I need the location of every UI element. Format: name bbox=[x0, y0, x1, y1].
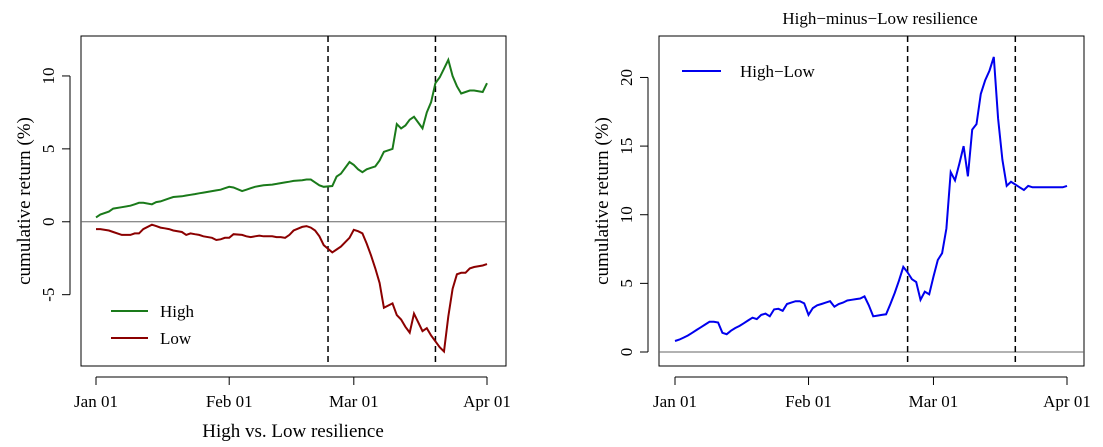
right-series-high-low-line bbox=[674, 56, 1068, 342]
left-y-tick-label-1: -5 bbox=[39, 288, 58, 302]
right-plot-frame bbox=[658, 35, 1085, 367]
left-x-axis-title: High vs. Low resilience bbox=[202, 421, 384, 442]
right-y-axis-title: cumulative return (%) bbox=[592, 117, 613, 285]
right-x-tick-label-4: Apr 01 bbox=[1043, 392, 1091, 411]
right-x-tick-label-1: Jan 01 bbox=[653, 392, 697, 411]
right-y-tick-label-5: 20 bbox=[617, 69, 636, 86]
right-y-tick-label-1: 0 bbox=[617, 348, 636, 357]
left-series-high-line bbox=[95, 57, 488, 219]
left-x-tick-label-2: Feb 01 bbox=[206, 392, 253, 411]
right-plot-title: High−minus−Low resilience bbox=[782, 9, 977, 28]
right-y-tick-label-4: 15 bbox=[617, 138, 636, 155]
left-x-axis: Jan 01 Feb 01 Mar 01 Apr 01 bbox=[74, 376, 511, 411]
left-legend-low-label: Low bbox=[160, 329, 192, 348]
right-chart: High−minus−Low resilience Jan 01 Feb 01 … bbox=[592, 9, 1091, 411]
left-plot-frame bbox=[80, 35, 507, 367]
right-x-axis: Jan 01 Feb 01 Mar 01 Apr 01 bbox=[653, 376, 1091, 411]
left-y-axis-title: cumulative return (%) bbox=[14, 117, 35, 285]
left-legend: High Low bbox=[111, 302, 195, 348]
left-chart: Jan 01 Feb 01 Mar 01 Apr 01 -5 0 5 10 cu… bbox=[14, 35, 511, 442]
right-x-tick-label-2: Feb 01 bbox=[785, 392, 832, 411]
left-y-tick-label-3: 5 bbox=[39, 145, 58, 154]
right-x-tick-label-3: Mar 01 bbox=[909, 392, 959, 411]
left-y-tick-label-4: 10 bbox=[39, 67, 58, 84]
left-x-tick-label-4: Apr 01 bbox=[463, 392, 511, 411]
left-x-tick-label-1: Jan 01 bbox=[74, 392, 118, 411]
left-y-tick-label-2: 0 bbox=[39, 218, 58, 227]
left-y-axis: -5 0 5 10 bbox=[39, 67, 71, 302]
right-y-tick-label-3: 10 bbox=[617, 206, 636, 223]
right-y-axis: 0 5 10 15 20 bbox=[617, 69, 649, 357]
right-legend: High−Low bbox=[682, 62, 815, 81]
left-series-low-line bbox=[96, 223, 488, 354]
right-legend-high-low-label: High−Low bbox=[740, 62, 815, 81]
right-y-tick-label-2: 5 bbox=[617, 279, 636, 288]
left-legend-high-label: High bbox=[160, 302, 195, 321]
left-x-tick-label-3: Mar 01 bbox=[329, 392, 379, 411]
